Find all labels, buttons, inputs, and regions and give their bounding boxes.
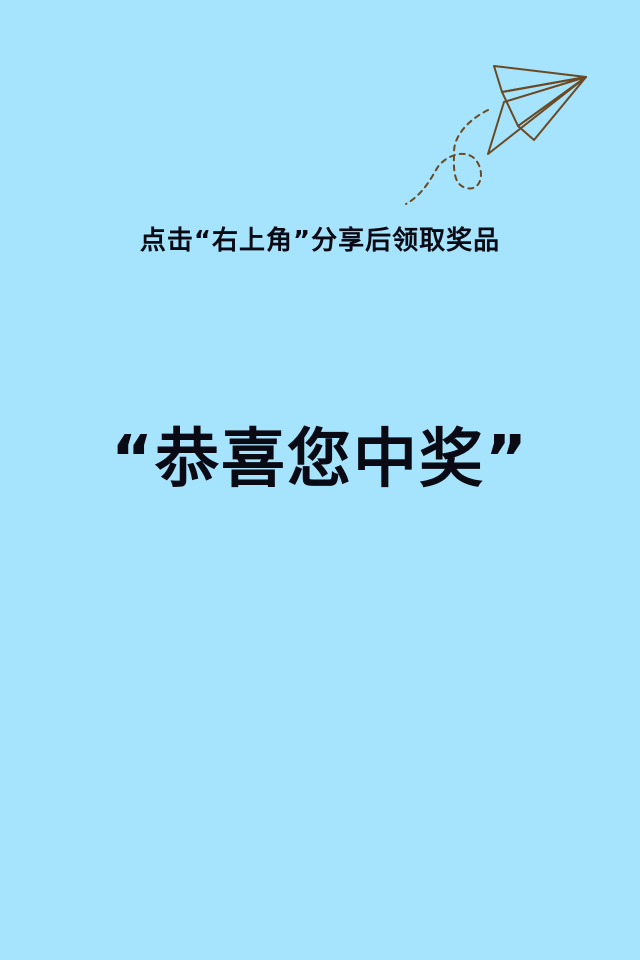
- share-instruction-text: 点击“右上角”分享后领取奖品: [139, 226, 501, 256]
- congratulations-headline: “恭喜您中奖”: [110, 423, 530, 497]
- paper-plane-icon: [396, 58, 592, 208]
